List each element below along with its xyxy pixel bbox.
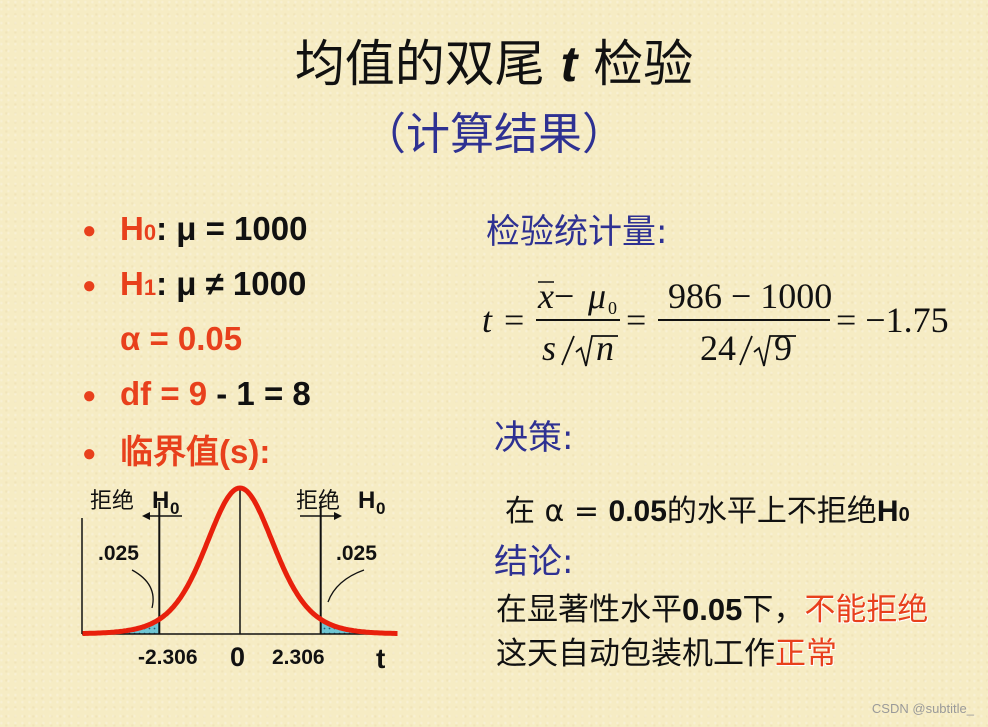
alpha-line: α = 0.05: [120, 320, 243, 357]
axis-t-label: t: [376, 643, 385, 674]
arrow-left-icon: [142, 512, 150, 520]
bullet-dot-icon: ●: [82, 217, 97, 245]
tick-right: 2.306: [272, 646, 325, 669]
area-left-label: .025: [98, 542, 139, 565]
svg-text:−: −: [554, 276, 574, 316]
bullet-dot-icon: ●: [82, 440, 97, 468]
slide-subtitle: （计算结果）: [362, 109, 626, 160]
bullet-critical: ● 临界值(s):: [82, 433, 271, 470]
arrow-right-icon: [334, 512, 342, 520]
bullet-h1: ● H1: μ ≠ 1000: [82, 265, 307, 302]
svg-text:μ: μ: [587, 276, 606, 316]
reject-right-label: 拒绝: [296, 489, 340, 514]
formula-xbar: x: [537, 276, 554, 316]
svg-text:s: s: [542, 328, 556, 368]
area-right-label: .025: [336, 542, 377, 565]
svg-text:0: 0: [170, 499, 179, 518]
svg-text:n: n: [596, 328, 614, 368]
title-t: t: [560, 36, 578, 92]
bullet-dot-icon: ●: [82, 382, 97, 410]
svg-text:24: 24: [700, 328, 736, 368]
bullet-dot-icon: ●: [82, 272, 97, 300]
t-curve: [82, 485, 398, 636]
t-distribution-chart: 拒绝 H 0 拒绝 H 0 .025 .025 -2.306 0 2.306 t: [81, 485, 398, 674]
reject-right-h: H: [358, 487, 375, 514]
formula-result: = −1.75: [836, 300, 949, 340]
stat-label: 检验统计量:: [486, 212, 668, 252]
tick-center: 0: [230, 642, 245, 672]
svg-text:9: 9: [774, 328, 792, 368]
svg-text:0: 0: [608, 298, 617, 318]
conclusion-label: 结论:: [494, 542, 574, 582]
reject-left-h: H: [152, 487, 169, 514]
decision-label: 决策:: [494, 418, 574, 458]
tick-left: -2.306: [138, 646, 198, 669]
reject-left-label: 拒绝: [90, 489, 134, 514]
svg-text:0: 0: [376, 499, 385, 518]
sqrt-icon: [575, 335, 618, 367]
formula-eq-2: =: [626, 300, 646, 340]
bullet-h0: ● H0: μ = 1000: [82, 210, 308, 247]
decision-text: 在 α = 0.05的水平上不拒绝H0: [505, 494, 910, 529]
formula-eq-1: =: [504, 300, 524, 340]
t-formula: t = x − μ 0 s n = 986 − 1000 24 9 = −1.7…: [482, 276, 949, 368]
svg-text:986 − 1000: 986 − 1000: [668, 276, 832, 316]
bullet-df: ● df = 9 - 1 = 8: [82, 375, 311, 412]
conclusion-text: 在显著性水平0.05下，不能拒绝这天自动包装机工作正常: [496, 592, 929, 672]
watermark: CSDN @subtitle_: [871, 701, 974, 716]
slide-title: 均值的双尾 t 检验: [294, 35, 694, 93]
formula-t: t: [482, 300, 493, 340]
sqrt-icon: [753, 335, 796, 367]
